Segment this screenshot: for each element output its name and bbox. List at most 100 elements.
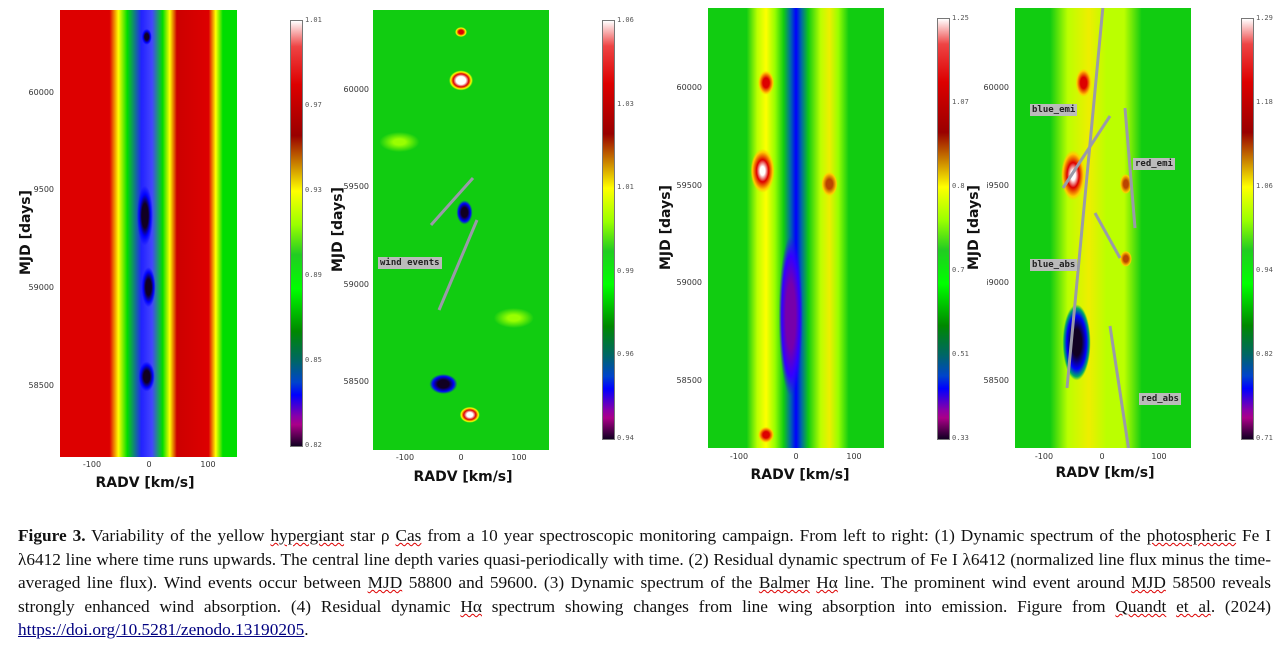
colorbar-tick-label: 0.94 bbox=[1256, 266, 1273, 274]
caption-text: MJD bbox=[1131, 573, 1166, 593]
x-axis-label: RADV [km/s] bbox=[750, 467, 850, 483]
y-tick-label: 60000 bbox=[28, 88, 54, 97]
x-axis-label: RADV [km/s] bbox=[413, 469, 513, 485]
x-tick-label: 100 bbox=[511, 453, 527, 462]
caption-text: Variability of the yellow bbox=[85, 526, 271, 545]
annotation-label: blue_abs bbox=[1030, 259, 1078, 271]
track-line bbox=[437, 219, 479, 311]
y-tick-label: 58500 bbox=[28, 381, 54, 390]
wind-track-lines bbox=[1061, 8, 1137, 448]
colorbar-tick-label: 0.94 bbox=[617, 434, 634, 442]
y-axis-label: MJD [days] bbox=[966, 185, 982, 270]
y-axis-label: MJD [days] bbox=[658, 185, 674, 270]
y-tick-label: 60000 bbox=[343, 85, 369, 94]
y-axis-label: MJD [days] bbox=[330, 187, 346, 272]
caption-text: MJD bbox=[367, 573, 403, 593]
track-line bbox=[1093, 212, 1122, 259]
colorbar-tick-label: 1.25 bbox=[952, 14, 969, 22]
y-tick-label: 58500 bbox=[343, 377, 369, 386]
y-tick-label: 9500 bbox=[33, 185, 54, 194]
colorbar-tick-label: 1.29 bbox=[1256, 14, 1273, 22]
wind-track-lines bbox=[429, 177, 479, 311]
y-tick-label: 58500 bbox=[983, 376, 1009, 385]
caption-end: . bbox=[304, 620, 309, 640]
caption-text: photospheric bbox=[1146, 526, 1237, 545]
x-axis-label: RADV [km/s] bbox=[95, 475, 195, 491]
colorbar-tick-label: 1.18 bbox=[1256, 98, 1273, 106]
track-line bbox=[429, 177, 475, 226]
caption-text: Hα bbox=[460, 596, 482, 616]
y-tick-label: 58500 bbox=[676, 376, 702, 385]
annotation-label: red_abs bbox=[1139, 393, 1181, 405]
colorbar-tick-label: 0.7 bbox=[952, 266, 965, 274]
caption-text: Fe I λ6412 line where time runs upwards.… bbox=[18, 526, 1272, 593]
colorbar-tick-label: 0.51 bbox=[952, 350, 969, 358]
caption-label: Figure 3. bbox=[18, 526, 86, 545]
heatmap-halpha-residual bbox=[1015, 8, 1191, 448]
y-tick-label: 59500 bbox=[343, 182, 369, 191]
x-axis-label: RADV [km/s] bbox=[1055, 465, 1155, 481]
colorbar-tick-label: 0.82 bbox=[1256, 350, 1273, 358]
colorbar-tick-label: 0.89 bbox=[305, 271, 322, 279]
x-tick-label: 0 bbox=[146, 460, 152, 469]
colorbar-tick-label: 1.06 bbox=[617, 16, 634, 24]
colorbar-tick-label: 0.96 bbox=[617, 350, 634, 359]
doi-link[interactable]: https://doi.org/10.5281/zenodo.13190205 bbox=[18, 620, 305, 640]
colorbar-tick-label: 0.8 bbox=[952, 182, 965, 190]
x-tick-label: -100 bbox=[82, 460, 102, 469]
y-tick-label: 59000 bbox=[28, 283, 54, 292]
track-line bbox=[1108, 325, 1131, 448]
caption-text: hypergiant bbox=[270, 526, 345, 545]
colorbar-tick-label: 1.07 bbox=[952, 98, 969, 106]
annotation-label: red_emi bbox=[1133, 158, 1175, 170]
colorbar-tick-label: 0.99 bbox=[617, 266, 634, 275]
colorbar-tick-label: 0.85 bbox=[305, 356, 322, 364]
caption-text: line. The prominent wind event around bbox=[837, 573, 1132, 593]
caption-text: . (2024) bbox=[1210, 596, 1271, 616]
x-tick-label: -100 bbox=[1034, 452, 1054, 461]
colorbar-tick-label: 0.71 bbox=[1256, 434, 1273, 442]
colorbar-tick-label: 1.06 bbox=[1256, 182, 1273, 190]
track-line bbox=[1123, 107, 1137, 229]
caption-text: 58800 and 59600. (3) Dynamic spectrum of… bbox=[402, 573, 759, 593]
y-axis-label: MJD [days] bbox=[18, 190, 34, 275]
caption-text: Balmer bbox=[758, 573, 810, 593]
caption-text: spectrum showing changes from line wing … bbox=[481, 596, 1116, 616]
colorbar bbox=[937, 18, 950, 440]
colorbar-tick-label: 1.03 bbox=[617, 99, 634, 108]
colorbar-tick-label: 0.93 bbox=[305, 186, 322, 194]
x-tick-label: 0 bbox=[793, 452, 799, 461]
colorbar-tick-label: 0.97 bbox=[305, 101, 322, 109]
track-line bbox=[1061, 115, 1112, 189]
y-tick-label: 60000 bbox=[983, 83, 1009, 92]
x-tick-label: 100 bbox=[200, 460, 216, 469]
annotation-label: wind events bbox=[378, 257, 442, 269]
heatmap-fe-residual bbox=[373, 10, 549, 450]
y-tick-label: 59000 bbox=[676, 278, 702, 287]
caption-text: Hα bbox=[816, 573, 838, 593]
colorbar bbox=[290, 20, 303, 447]
x-tick-label: 0 bbox=[458, 453, 464, 462]
y-tick-label: i9500 bbox=[986, 181, 1009, 190]
x-tick-label: 100 bbox=[1151, 452, 1167, 461]
caption-text: 58500 reveals strongly enhanced wind abs… bbox=[18, 573, 1271, 616]
track-line bbox=[1065, 8, 1105, 389]
colorbar-tick-label: 0.82 bbox=[305, 441, 322, 449]
caption-text: et al bbox=[1176, 596, 1211, 616]
colorbar bbox=[1241, 18, 1254, 440]
heatmap-halpha-dynamic bbox=[708, 8, 884, 448]
x-tick-label: -100 bbox=[395, 453, 415, 462]
caption-text: Cas bbox=[395, 526, 422, 545]
y-tick-label: 60000 bbox=[676, 83, 702, 92]
annotation-label: blue_emi bbox=[1030, 104, 1078, 116]
colorbar-tick-label: 1.01 bbox=[617, 183, 634, 192]
caption-text: from a 10 year spectroscopic monitoring … bbox=[421, 526, 1147, 545]
y-tick-label: i9000 bbox=[986, 278, 1009, 287]
colorbar bbox=[602, 20, 615, 440]
figure-caption: Figure 3. Variability of the yellow hype… bbox=[18, 524, 1271, 642]
colorbar-tick-label: 0.33 bbox=[952, 434, 969, 442]
caption-text: Quandt bbox=[1115, 596, 1167, 616]
heatmap-fe-dynamic bbox=[60, 10, 237, 457]
colorbar-tick-label: 1.01 bbox=[305, 16, 322, 24]
x-tick-label: 100 bbox=[846, 452, 862, 461]
